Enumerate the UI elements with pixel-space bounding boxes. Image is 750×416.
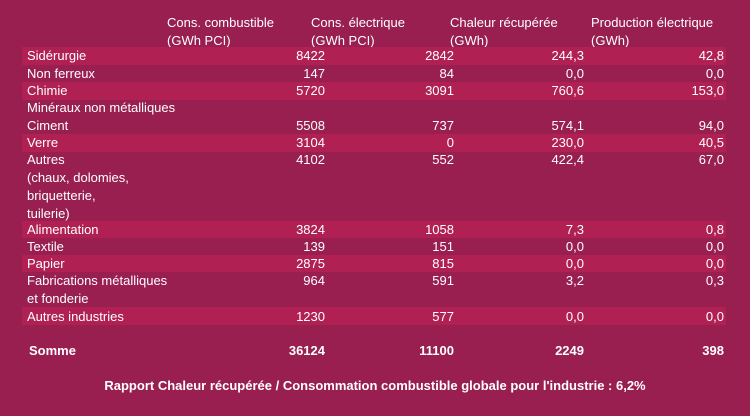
cell-chaleur: 0,0	[565, 239, 584, 254]
cell-chaleur: 230,0	[551, 135, 584, 150]
column-header-production: Production électrique (GWh)	[591, 14, 713, 50]
row-label: Papier	[27, 256, 65, 271]
column-header-line2: (GWh)	[591, 33, 630, 48]
total-electrique: 11100	[419, 343, 454, 358]
cell-electrique: 0	[446, 135, 454, 150]
cell-production: 40,5	[698, 135, 724, 150]
cell-combustible: 5508	[296, 118, 325, 133]
column-header-chaleur: Chaleur récupérée (GWh)	[450, 14, 558, 50]
cell-electrique: 591	[432, 273, 454, 288]
cell-electrique: 552	[432, 152, 454, 167]
cell-electrique: 151	[432, 239, 454, 254]
cell-combustible: 3824	[296, 222, 325, 237]
cell-chaleur: 244,3	[551, 48, 584, 63]
row-label: Sidérurgie	[27, 48, 87, 63]
cell-combustible: 3104	[296, 135, 325, 150]
cell-production: 153,0	[691, 83, 724, 98]
cell-electrique: 737	[432, 118, 454, 133]
cell-electrique: 2842	[425, 48, 454, 63]
cell-electrique: 3091	[425, 83, 454, 98]
cell-production: 0,0	[705, 66, 724, 81]
cell-chaleur: 0,0	[565, 309, 584, 324]
cell-combustible: 2875	[296, 256, 325, 271]
table-row: Sidérurgie 8422 2842 244,3 42,8	[22, 47, 726, 65]
cell-electrique: 1058	[425, 222, 454, 237]
cell-production: 0,0	[705, 239, 724, 254]
column-header-line1: Production électrique	[591, 15, 714, 30]
total-combustible: 36124	[288, 343, 325, 358]
cell-production: 42,8	[698, 48, 724, 63]
column-header-line2: (GWh PCI)	[167, 33, 231, 48]
table-row: Ciment 5508 737 574,1 94,0	[22, 117, 726, 135]
total-chaleur: 2249	[555, 343, 584, 358]
column-header-line2: (GWh)	[450, 33, 489, 48]
row-label: Non ferreux	[27, 66, 95, 81]
total-production: 398	[702, 343, 724, 358]
row-label: Chimie	[27, 83, 68, 98]
total-label: Somme	[29, 343, 76, 358]
cell-chaleur: 422,4	[551, 152, 584, 167]
cell-electrique: 577	[432, 309, 454, 324]
column-header-line1: Cons. combustible	[167, 15, 274, 30]
table-row: Chimie 5720 3091 760,6 153,0	[22, 82, 726, 100]
table-row: Minéraux non métalliques	[22, 99, 726, 117]
row-label: Autres (chaux, dolomies, briquetterie, t…	[27, 152, 129, 221]
total-row: Somme 36124 11100 2249 398	[22, 341, 726, 361]
cell-combustible: 8422	[296, 48, 325, 63]
column-header-combustible: Cons. combustible (GWh PCI)	[167, 14, 274, 50]
table-row: Fabrications métalliques et fonderie 964…	[22, 272, 726, 308]
row-label: Textile	[27, 239, 64, 254]
cell-combustible: 139	[303, 239, 325, 254]
cell-combustible: 5720	[296, 83, 325, 98]
cell-production: 94,0	[698, 118, 724, 133]
row-label: Autres industries	[27, 309, 124, 324]
table-header: Cons. combustible (GWh PCI) Cons. électr…	[0, 14, 750, 50]
cell-combustible: 4102	[296, 152, 325, 167]
ratio-summary: Rapport Chaleur récupérée / Consommation…	[104, 378, 646, 393]
cell-production: 0,8	[705, 222, 724, 237]
row-label: Ciment	[27, 118, 69, 133]
table-row: Textile 139 151 0,0 0,0	[22, 238, 726, 256]
cell-chaleur: 574,1	[551, 118, 584, 133]
cell-production: 67,0	[698, 152, 724, 167]
cell-production: 0,0	[705, 309, 724, 324]
cell-electrique: 84	[439, 66, 454, 81]
column-header-line2: (GWh PCI)	[311, 33, 375, 48]
cell-combustible: 964	[303, 273, 325, 288]
row-label: Fabrications métalliques et fonderie	[27, 273, 168, 306]
table-row: Papier 2875 815 0,0 0,0	[22, 255, 726, 272]
row-label: Minéraux non métalliques	[27, 100, 176, 115]
row-label: Verre	[27, 135, 59, 150]
cell-chaleur: 0,0	[565, 66, 584, 81]
column-header-line1: Chaleur récupérée	[450, 15, 558, 30]
cell-production: 0,3	[705, 273, 724, 288]
cell-production: 0,0	[705, 256, 724, 271]
row-label: Alimentation	[27, 222, 99, 237]
cell-combustible: 147	[303, 66, 325, 81]
cell-chaleur: 0,0	[565, 256, 584, 271]
cell-electrique: 815	[432, 256, 454, 271]
column-header-line1: Cons. électrique	[311, 15, 405, 30]
cell-chaleur: 3,2	[565, 273, 584, 288]
table-row: Non ferreux 147 84 0,0 0,0	[22, 65, 726, 83]
cell-chaleur: 7,3	[565, 222, 584, 237]
cell-combustible: 1230	[296, 309, 325, 324]
table-row: Autres industries 1230 577 0,0 0,0	[22, 307, 726, 325]
table-row: Autres (chaux, dolomies, briquetterie, t…	[22, 151, 726, 222]
cell-chaleur: 760,6	[551, 83, 584, 98]
column-header-electrique: Cons. électrique (GWh PCI)	[311, 14, 405, 50]
table-row: Verre 3104 0 230,0 40,5	[22, 134, 726, 152]
table-row: Alimentation 3824 1058 7,3 0,8	[22, 221, 726, 238]
